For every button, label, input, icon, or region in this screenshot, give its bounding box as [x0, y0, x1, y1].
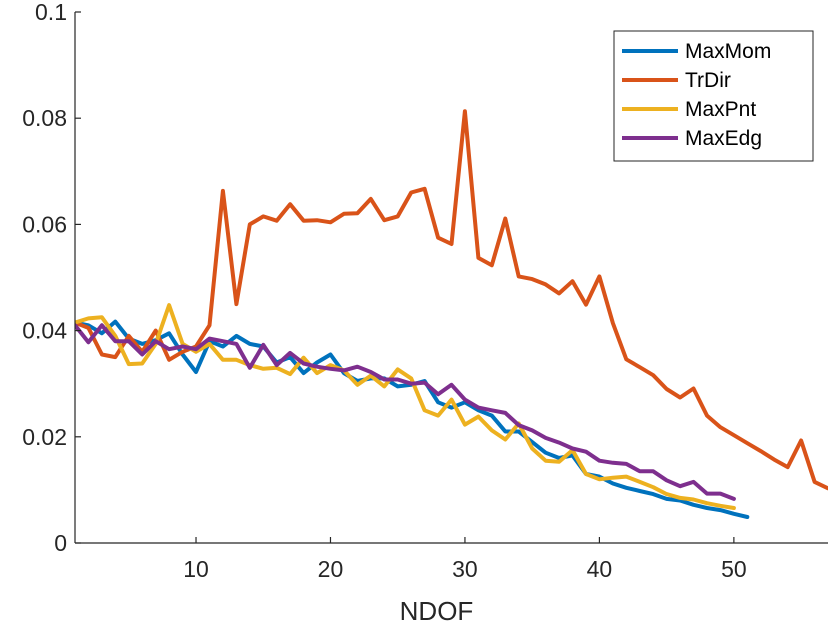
legend-label-trdir: TrDir: [685, 69, 731, 92]
legend-label-maxedg: MaxEdg: [685, 127, 762, 150]
x-axis-title: NDOF: [400, 596, 474, 626]
series-line-trdir: [75, 109, 828, 491]
series-line-maxedg: [75, 323, 736, 501]
y-tick-label: 0.04: [22, 318, 67, 344]
y-tick-label: 0.1: [35, 0, 67, 25]
x-tick-label: 30: [452, 556, 478, 582]
y-tick-label: 0: [54, 530, 67, 556]
x-tick-label: 40: [587, 556, 613, 582]
y-tick-label: 0.02: [22, 424, 67, 450]
legend-label-maxpnt: MaxPnt: [685, 98, 756, 121]
axes-layer: 10 20 30 40 50 0 0.02 0.04 0.06 0.08 0.1 NDOF: [22, 0, 828, 626]
series-layer: [75, 109, 828, 519]
x-tick-label: 20: [318, 556, 344, 582]
x-tick-label: 10: [183, 556, 209, 582]
legend-label-maxmom: MaxMom: [685, 40, 771, 63]
y-tick-label: 0.06: [22, 211, 67, 237]
y-tick-label: 0.08: [22, 105, 67, 131]
x-tick-label: 50: [721, 556, 747, 582]
legend: MaxMom TrDir MaxPnt MaxEdg: [613, 30, 814, 162]
